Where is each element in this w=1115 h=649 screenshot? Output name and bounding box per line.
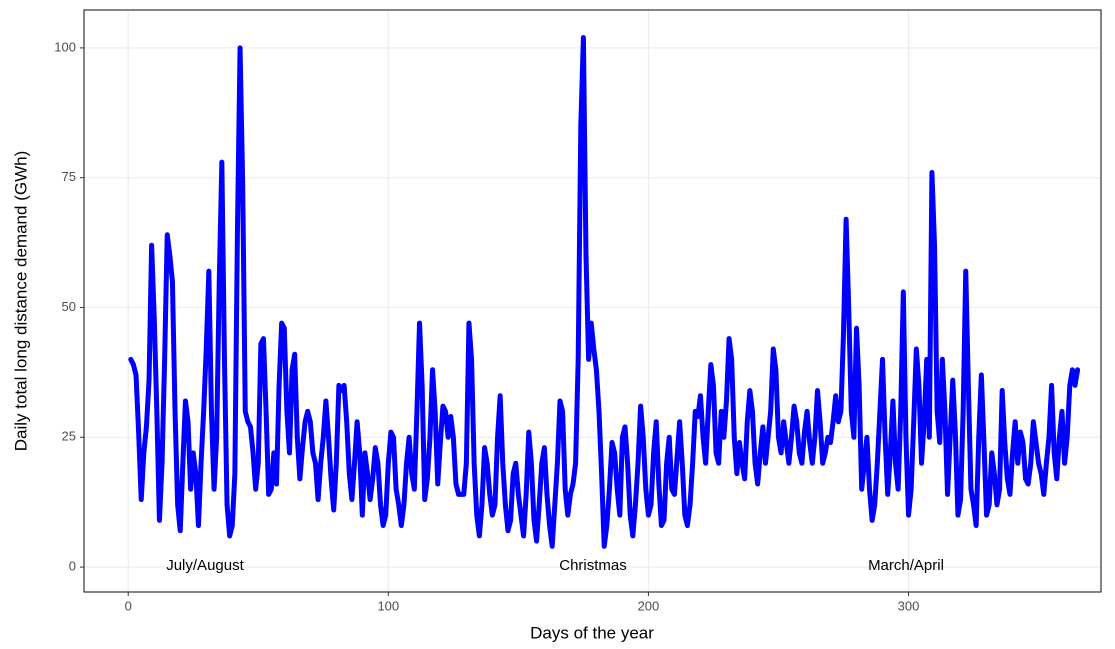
plot: July/August Christmas March/April [128,35,1081,574]
y-tick-label: 50 [62,299,76,314]
annotation: July/August [166,557,244,574]
x-tick-label: 300 [898,598,920,613]
x-axis-title: Days of the year [530,623,654,642]
y-tick-label: 100 [54,39,76,54]
data-line [128,35,1081,549]
x-tick-label: 0 [125,598,132,613]
x-tick-label: 100 [377,598,399,613]
annotation: March/April [868,557,944,574]
y-tick-label: 0 [69,559,76,574]
annotation: Christmas [559,557,627,574]
y-tick-label: 25 [62,429,76,444]
x-tick-label: 200 [638,598,660,613]
panel-border [83,9,1102,593]
y-tick-label: 75 [62,169,76,184]
y-axis-title: Daily total long distance demand (GWh) [11,151,30,451]
